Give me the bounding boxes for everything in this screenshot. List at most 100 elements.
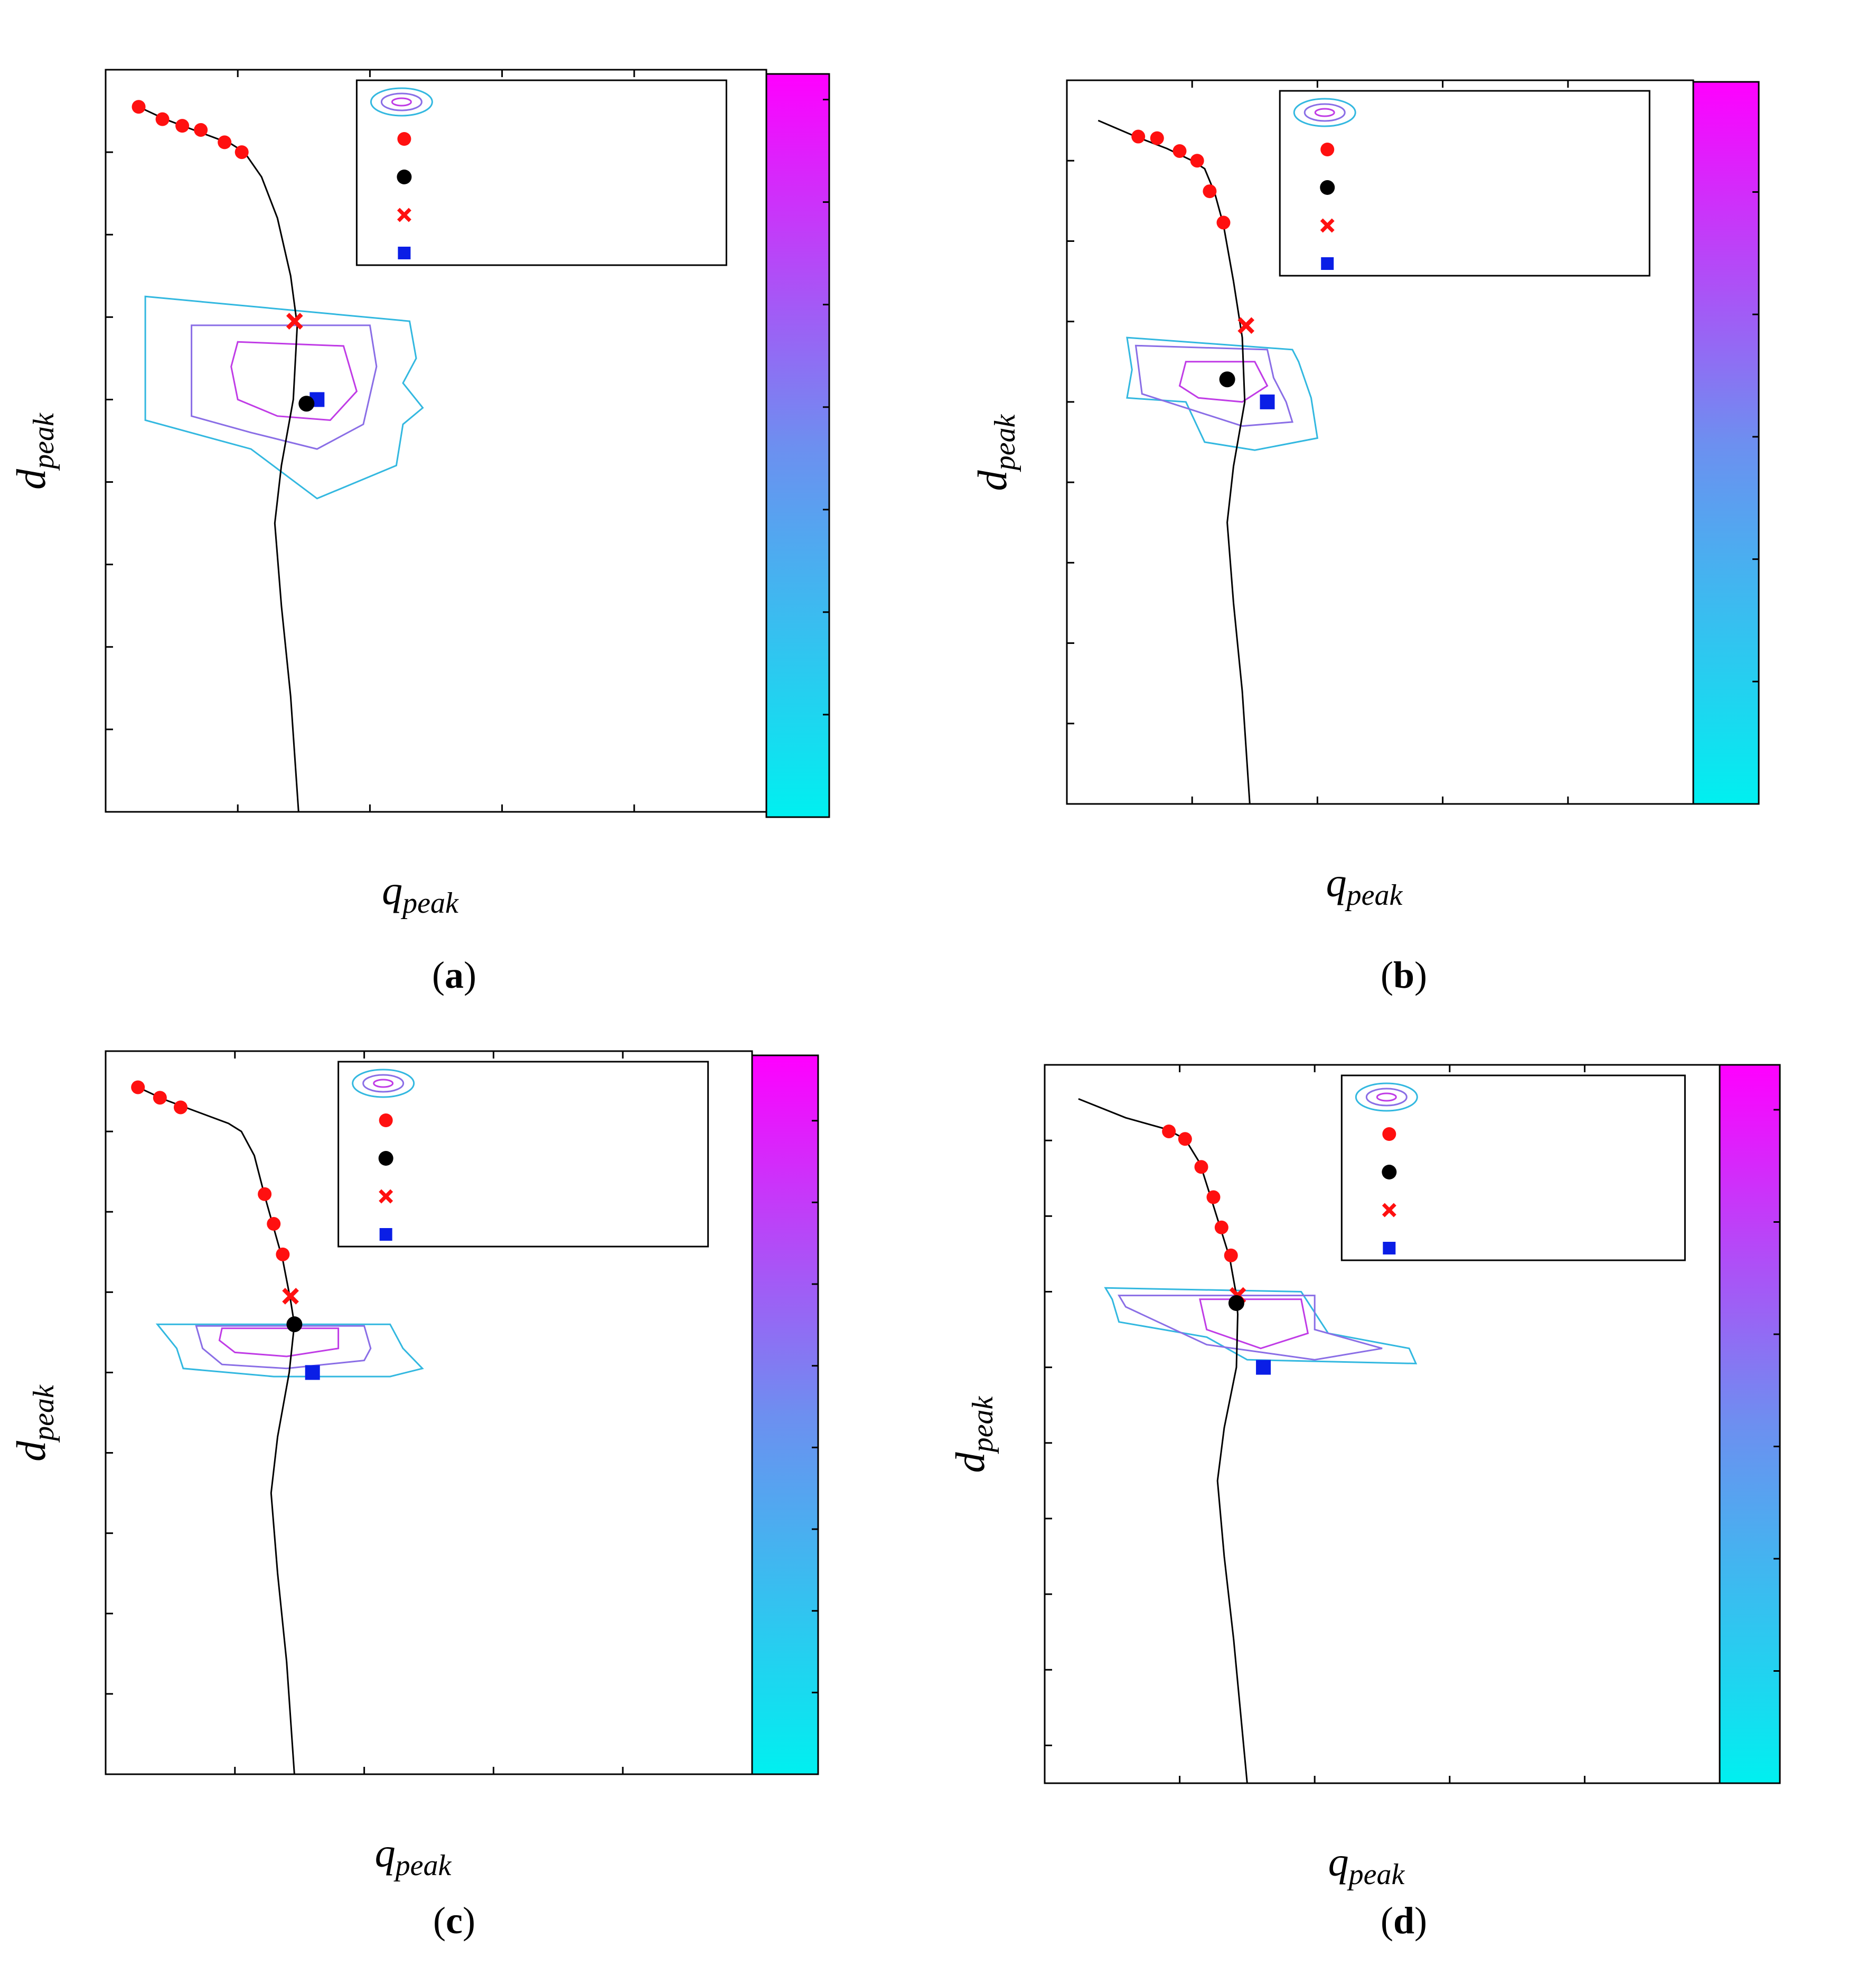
colorbar <box>765 73 830 818</box>
max-probability-marker <box>1219 371 1235 388</box>
panel-caption: (a) <box>432 954 476 996</box>
monitoring-point <box>1131 129 1146 144</box>
legend-zheng-icon <box>1321 257 1334 270</box>
legend-maxprob-icon <box>1382 1165 1397 1179</box>
x-axis-label-sub: peak <box>1347 1858 1405 1891</box>
x-axis-label: qpeak <box>1328 1839 1405 1891</box>
legend <box>337 1061 709 1248</box>
caption-open: ( <box>1381 1899 1393 1942</box>
caption-letter: a <box>445 954 464 996</box>
zheng-method-marker <box>1256 1360 1271 1375</box>
legend-monitoring-icon <box>1320 143 1335 156</box>
zheng-method-marker <box>305 1365 320 1380</box>
contour-outer <box>144 295 424 500</box>
contour-outer <box>155 1323 424 1378</box>
caption-letter: c <box>446 1899 463 1942</box>
max-probability-marker <box>1228 1295 1244 1311</box>
y-axis-label-main: d <box>969 470 1015 491</box>
monitoring-point <box>1178 1132 1192 1146</box>
legend-monitoring-icon <box>397 132 411 146</box>
legend-centrifuge-stroke <box>1320 218 1335 233</box>
caption-letter: d <box>1393 1899 1414 1942</box>
contour-inner <box>1199 1298 1309 1350</box>
colorbar <box>751 1054 819 1775</box>
monitoring-point <box>276 1247 290 1261</box>
legend-posterior-icon-core <box>1314 108 1335 117</box>
legend-posterior-icon-inner <box>362 1074 405 1093</box>
panel-caption: (c) <box>433 1899 475 1942</box>
zheng-method-marker <box>1260 394 1275 409</box>
legend-centrifuge-icon <box>1382 1203 1396 1218</box>
caption-close: ) <box>1414 1899 1427 1942</box>
monitoring-point <box>131 1080 145 1094</box>
monitoring-point <box>132 100 146 114</box>
x-axis-label: qpeak <box>382 867 459 920</box>
panel-caption: (d) <box>1381 1899 1427 1942</box>
y-axis-label-sub: peak <box>27 1384 60 1443</box>
colorbar <box>1692 81 1760 805</box>
legend-zheng-icon <box>398 247 411 259</box>
centrifuge-test-marker <box>282 1288 299 1305</box>
max-probability-marker <box>286 1316 303 1333</box>
caption-close: ) <box>463 1899 475 1942</box>
y-axis-label: dpeak <box>8 1384 60 1462</box>
monitoring-point <box>1194 1160 1208 1174</box>
caption-open: ( <box>433 1899 446 1942</box>
fitted-curve <box>138 106 299 812</box>
y-axis-label-main: d <box>947 1451 993 1473</box>
panel-caption: (b) <box>1381 954 1427 996</box>
max-probability-marker <box>298 396 315 412</box>
y-axis-label-sub: peak <box>27 413 60 471</box>
caption-open: ( <box>432 954 445 996</box>
monitoring-point <box>153 1091 167 1105</box>
legend-monitoring-icon <box>379 1113 393 1127</box>
legend-posterior-icon <box>352 1069 415 1098</box>
centrifuge-test-marker <box>1237 317 1255 334</box>
legend-posterior-icon-inner <box>1365 1088 1408 1107</box>
legend-maxprob-icon <box>378 1151 393 1166</box>
legend-maxprob-icon <box>397 170 412 184</box>
legend-posterior-icon-core <box>391 97 412 107</box>
monitoring-point <box>155 112 170 126</box>
legend-centrifuge-stroke <box>397 208 411 222</box>
y-axis-label: dpeak <box>969 414 1021 491</box>
x-axis-label-sub: peak <box>1345 879 1403 912</box>
legend-centrifuge-icon <box>1320 218 1335 233</box>
contour-inner <box>1178 361 1269 403</box>
legend-box <box>1340 1074 1686 1261</box>
legend-centrifuge-icon <box>379 1189 393 1204</box>
legend <box>355 79 727 266</box>
monitoring-point <box>173 1100 187 1115</box>
x-axis-label-main: q <box>1328 1839 1349 1885</box>
monitoring-point <box>1190 154 1204 168</box>
monitoring-point <box>1172 144 1187 158</box>
legend-centrifuge-icon <box>397 208 411 222</box>
contour-mid <box>1117 1295 1383 1361</box>
monitoring-point <box>258 1187 272 1201</box>
contour-mid <box>191 324 378 450</box>
caption-open: ( <box>1381 954 1393 996</box>
monitoring-point <box>1224 1248 1238 1262</box>
fitted-curve <box>137 1087 295 1775</box>
legend-zheng-icon <box>379 1228 392 1241</box>
x-axis-label-sub: peak <box>400 887 459 920</box>
centrifuge-test-marker <box>286 313 303 330</box>
legend-monitoring-icon <box>1382 1127 1396 1141</box>
contour-mid <box>1134 344 1293 427</box>
y-axis-label: dpeak <box>947 1396 999 1473</box>
legend-posterior-icon <box>1293 98 1356 127</box>
legend-posterior-icon-inner <box>1303 103 1346 122</box>
monitoring-point <box>1150 131 1164 145</box>
y-axis-label-sub: peak <box>989 414 1021 473</box>
legend-maxprob-icon <box>1320 180 1335 195</box>
x-axis-label-main: q <box>382 867 402 913</box>
caption-letter: b <box>1393 954 1414 996</box>
monitoring-point <box>218 135 232 149</box>
legend-posterior-icon-core <box>373 1079 394 1088</box>
monitoring-point <box>175 119 190 133</box>
legend-posterior-icon-inner <box>380 92 423 111</box>
